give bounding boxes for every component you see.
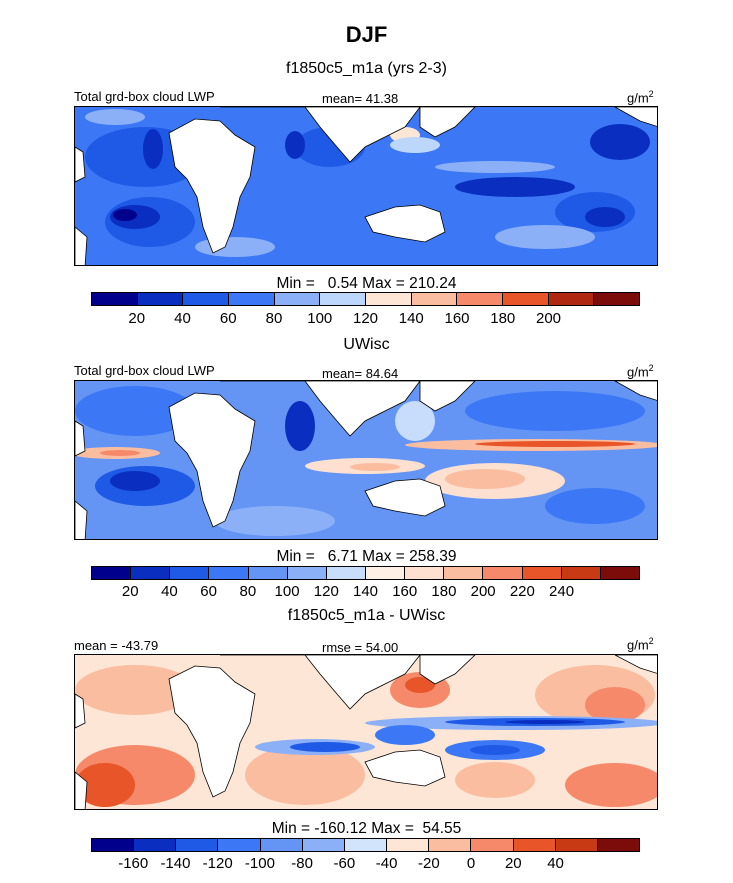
colorbar-tick-label: 20	[504, 855, 522, 872]
colorbar-swatch	[248, 567, 288, 579]
panel-2-mean-label: mean= 84.64	[322, 366, 399, 381]
colorbar-swatch	[483, 567, 523, 579]
panel-1-min-max: Min = 0.54 Max = 210.24	[276, 275, 457, 292]
colorbar-tick-label: 100	[307, 310, 333, 327]
colorbar-tick-label: 140	[352, 583, 379, 600]
colorbar-tick-label: 80	[239, 583, 257, 600]
colorbar-tick-label: -100	[244, 855, 275, 872]
panel-1-mean-label: mean= 41.38	[322, 91, 399, 106]
colorbar-tick-label: 180	[431, 583, 457, 600]
colorbar-tick-label: 20	[128, 310, 146, 327]
panel-1-colorbar-ticks: 20 40 60 80 100 120 140 160 180 200	[91, 310, 640, 330]
colorbar-swatch	[137, 293, 184, 305]
colorbar-swatch	[366, 293, 412, 305]
colorbar-tick-label: 120	[313, 583, 339, 600]
colorbar-tick-label: -120	[202, 855, 233, 872]
colorbar-tick-label: 20	[121, 583, 139, 600]
colorbar-swatch	[274, 293, 321, 305]
colorbar-swatch	[260, 839, 303, 851]
colorbar-swatch	[555, 839, 598, 851]
colorbar-swatch	[405, 567, 445, 579]
colorbar-swatch	[522, 567, 562, 579]
panel-2-map	[74, 380, 658, 540]
colorbar-swatch	[134, 839, 177, 851]
colorbar-tick-label: 140	[398, 310, 424, 327]
panel-3-map	[74, 654, 658, 810]
colorbar-tick-label: 180	[490, 310, 516, 327]
colorbar-swatch	[471, 839, 514, 851]
colorbar-swatch	[170, 567, 210, 579]
panel-1-variable-label: Total grd-box cloud LWP	[74, 89, 215, 104]
panel-2-colorbar	[91, 566, 640, 580]
colorbar-tick-label: -80	[291, 855, 313, 872]
colorbar-swatch	[365, 567, 406, 579]
colorbar-swatch	[600, 567, 639, 579]
panel-3-colorbar	[91, 838, 640, 852]
colorbar-tick-label: 0	[466, 855, 476, 872]
colorbar-swatch	[209, 567, 249, 579]
colorbar-swatch	[229, 293, 275, 305]
colorbar-swatch	[387, 839, 430, 851]
colorbar-swatch	[444, 567, 484, 579]
colorbar-tick-label: 40	[174, 310, 191, 327]
panel-2-colorbar-ticks: 20 40 60 80 100 120 140 160 180 200 220 240	[91, 583, 640, 603]
colorbar-swatch	[183, 293, 230, 305]
colorbar-tick-label: 160	[392, 583, 418, 600]
colorbar-tick-label: 120	[352, 310, 379, 327]
colorbar-tick-label: 240	[549, 583, 575, 600]
panel-3-colorbar-ticks: -160 -140 -120 -100 -80 -60 -40 -20 0 20 40	[91, 855, 640, 875]
colorbar-tick-label: 60	[200, 583, 217, 600]
colorbar-swatch	[287, 567, 327, 579]
panel-3-min-max: Min = -160.12 Max = 54.55	[271, 820, 462, 837]
colorbar-swatch	[326, 567, 366, 579]
colorbar-tick-label: -160	[118, 855, 149, 872]
colorbar-tick-label: 80	[265, 310, 283, 327]
panel-2-units: g/m2	[627, 363, 654, 380]
panel-1-units: g/m2	[627, 89, 654, 106]
colorbar-swatch	[429, 839, 472, 851]
colorbar-tick-label: 40	[547, 855, 564, 872]
colorbar-swatch	[218, 839, 261, 851]
colorbar-swatch	[92, 839, 135, 851]
colorbar-swatch	[513, 839, 556, 851]
colorbar-tick-label: 60	[219, 310, 237, 327]
panel-2-variable-label: Total grd-box cloud LWP	[74, 363, 215, 378]
panel-1-subtitle: f1850c5_m1a (yrs 2-3)	[286, 60, 447, 77]
colorbar-tick-label: 200	[535, 310, 562, 327]
colorbar-swatch	[597, 839, 640, 851]
colorbar-swatch	[344, 839, 388, 851]
panel-3-rmse-label: rmse = 54.00	[322, 640, 399, 655]
colorbar-swatch	[561, 567, 601, 579]
panel-2-min-max: Min = 6.71 Max = 258.39	[276, 548, 457, 565]
panel-1-colorbar	[91, 292, 640, 306]
colorbar-tick-label: 200	[470, 583, 496, 600]
colorbar-tick-label: 160	[444, 310, 470, 327]
colorbar-tick-label: -60	[333, 855, 356, 872]
panel-3-mean-label: mean = -43.79	[74, 638, 159, 653]
page-title: DJF	[345, 22, 388, 47]
panel-3-units: g/m2	[627, 636, 654, 653]
colorbar-swatch	[503, 293, 549, 305]
colorbar-tick-label: 40	[161, 583, 178, 600]
panel-2-subtitle: UWisc	[343, 336, 390, 353]
panel-1-map	[74, 106, 658, 266]
colorbar-swatch	[92, 567, 132, 579]
colorbar-swatch	[131, 567, 171, 579]
colorbar-swatch	[176, 839, 219, 851]
colorbar-swatch	[92, 293, 138, 305]
colorbar-tick-label: -140	[160, 855, 191, 872]
colorbar-swatch	[594, 293, 640, 305]
colorbar-swatch	[411, 293, 458, 305]
colorbar-tick-label: 220	[509, 583, 535, 600]
colorbar-swatch	[548, 293, 595, 305]
colorbar-tick-label: 100	[274, 583, 300, 600]
colorbar-tick-label: -20	[418, 855, 440, 872]
panel-3-subtitle: f1850c5_m1a - UWisc	[287, 607, 446, 624]
colorbar-swatch	[457, 293, 504, 305]
colorbar-swatch	[320, 293, 367, 305]
colorbar-tick-label: -40	[375, 855, 398, 872]
colorbar-swatch	[302, 839, 345, 851]
